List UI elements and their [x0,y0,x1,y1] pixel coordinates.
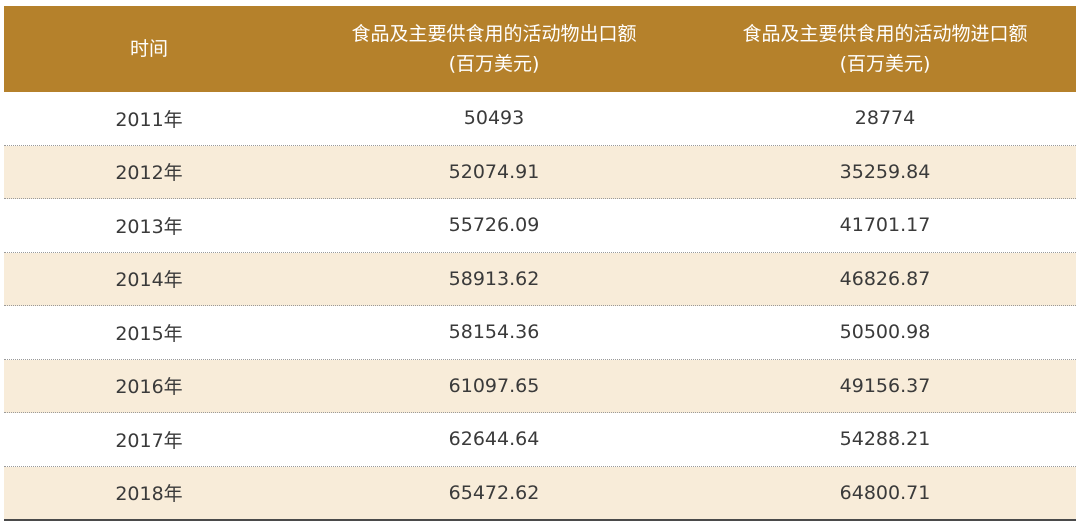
table-row: 2013年 55726.09 41701.17 [4,199,1076,253]
cell-import: 64800.71 [839,481,931,504]
header-import-unit: (百万美元) [839,53,931,75]
table-row: 2017年 62644.64 54288.21 [4,413,1076,467]
cell-export: 61097.65 [448,374,540,397]
header-time-label: 时间 [129,38,168,60]
table-row: 2012年 52074.91 35259.84 [4,145,1076,199]
table-row: 2015年 58154.36 50500.98 [4,306,1076,360]
cell-import: 35259.84 [839,160,931,183]
header-time: 时间 [4,6,294,92]
cell-year: 2016年 [115,376,183,399]
cell-year: 2011年 [115,108,183,131]
cell-export: 58154.36 [448,321,540,344]
cell-import: 41701.17 [839,214,931,237]
table-row: 2018年 65472.62 64800.71 [4,466,1076,521]
table-row: 2014年 58913.62 46826.87 [4,252,1076,306]
header-export-unit: (百万美元) [448,53,540,75]
cell-import: 50500.98 [839,321,931,344]
cell-export: 50493 [463,107,525,130]
header-export-title: 食品及主要供食用的活动物出口额 [351,23,637,45]
cell-export: 55726.09 [448,214,540,237]
cell-import: 54288.21 [839,428,931,451]
table-header: 时间 食品及主要供食用的活动物出口额 (百万美元) 食品及主要供食用的活动物进口… [4,6,1076,92]
header-export: 食品及主要供食用的活动物出口额 (百万美元) [294,6,694,92]
data-table: 时间 食品及主要供食用的活动物出口额 (百万美元) 食品及主要供食用的活动物进口… [4,6,1076,521]
cell-year: 2015年 [115,322,183,345]
cell-export: 52074.91 [448,160,540,183]
cell-export: 65472.62 [448,481,540,504]
header-import-title: 食品及主要供食用的活动物进口额 [742,23,1028,45]
cell-year: 2013年 [115,215,183,238]
cell-import: 28774 [854,107,916,130]
header-import: 食品及主要供食用的活动物进口额 (百万美元) [694,6,1076,92]
cell-year: 2018年 [115,483,183,506]
cell-export: 58913.62 [448,267,540,290]
cell-year: 2012年 [115,162,183,185]
cell-import: 46826.87 [839,267,931,290]
cell-import: 49156.37 [839,374,931,397]
cell-year: 2017年 [115,429,183,452]
table-row: 2016年 61097.65 49156.37 [4,359,1076,413]
cell-year: 2014年 [115,269,183,292]
table-row: 2011年 50493 28774 [4,92,1076,146]
cell-export: 62644.64 [448,428,540,451]
